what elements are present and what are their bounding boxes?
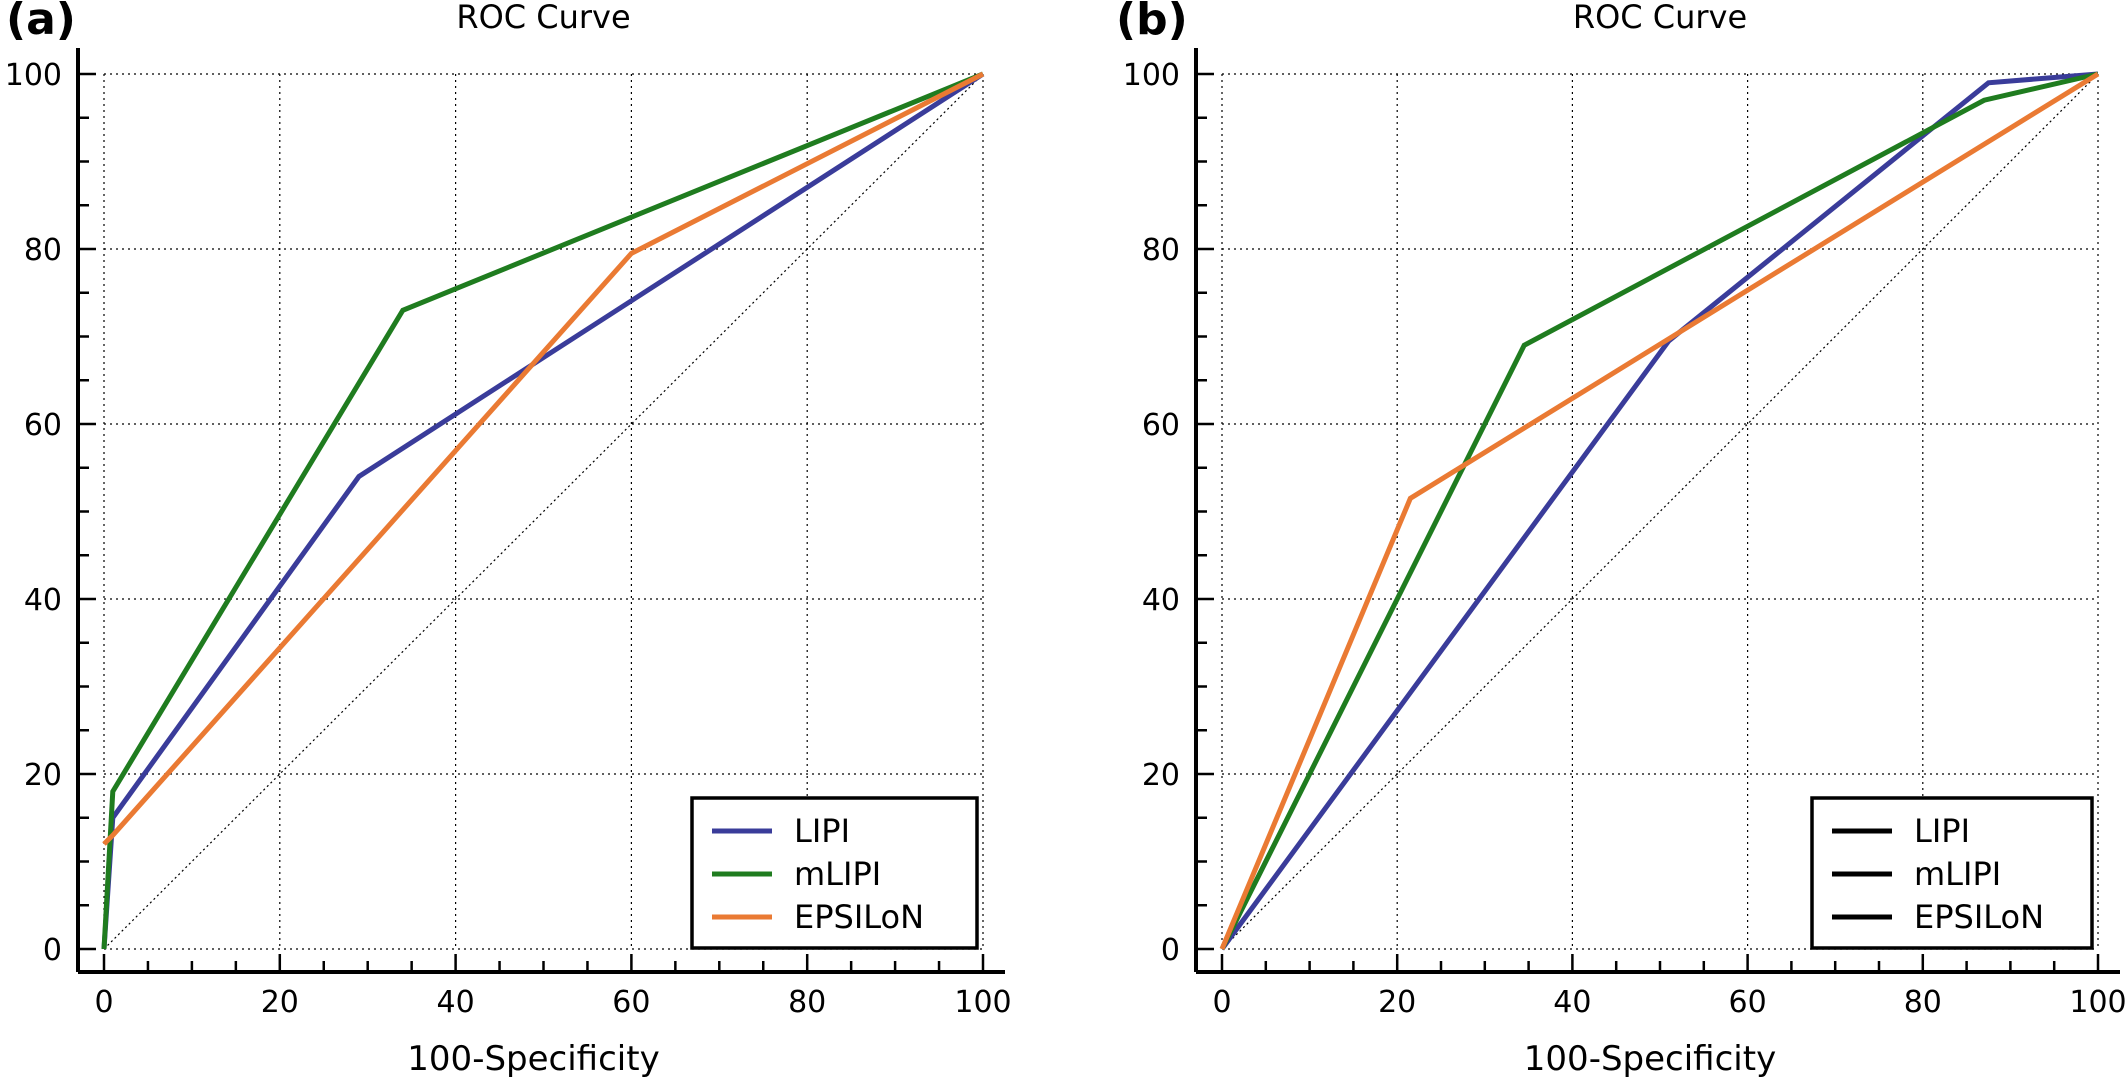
x-tick-label: 60 <box>612 985 650 1020</box>
x-tick-label: 100 <box>954 985 1011 1020</box>
y-tick-label: 40 <box>1142 583 1180 618</box>
x-tick-label: 80 <box>788 985 826 1020</box>
x-tick-label: 100 <box>2069 985 2126 1020</box>
series-line-mlipi <box>1219 71 2099 951</box>
chart-panel-b: (b) ROC Curve 0 20 40 60 80 100 0 20 40 60 80 100 100-… <box>1116 0 2127 1079</box>
legend-label: LIPI <box>1914 812 1970 850</box>
y-tick-label: 20 <box>1142 758 1180 793</box>
x-tick-label: 20 <box>261 985 299 1020</box>
series-line-lipi <box>1219 71 2099 951</box>
chart-panel-a: (a) ROC Curve 0 20 40 60 80 100 0 20 40 60 80 100 100-… <box>5 0 1012 1079</box>
x-tick-label: 40 <box>1553 985 1591 1020</box>
y-tick-label: 80 <box>1142 233 1180 268</box>
y-tick-label: 100 <box>1123 58 1180 93</box>
x-tick-label: 80 <box>1904 985 1942 1020</box>
y-tick-label: 60 <box>1142 408 1180 443</box>
chart-title: ROC Curve <box>456 0 630 36</box>
legend-label: mLIPI <box>794 855 881 893</box>
x-axis-label: 100-Specificity <box>407 1039 659 1079</box>
y-tick-label: 0 <box>1161 933 1180 968</box>
x-tick-label: 0 <box>1212 985 1231 1020</box>
y-tick-label: 60 <box>24 408 62 443</box>
y-tick-label: 0 <box>43 933 62 968</box>
legend-label: mLIPI <box>1914 855 2001 893</box>
x-tick-label: 40 <box>437 985 475 1020</box>
legend-label: EPSILoN <box>794 898 924 936</box>
legend: LIPI mLIPI EPSILoN <box>1810 796 2094 950</box>
legend-label: LIPI <box>794 812 850 850</box>
x-axis-label: 100-Specificity <box>1524 1039 1776 1079</box>
series-line-mlipi <box>101 71 984 950</box>
diagonal-reference-line <box>1221 73 2099 950</box>
legend-label: EPSILoN <box>1914 898 2044 936</box>
x-tick-label: 60 <box>1729 985 1767 1020</box>
y-tick-label: 100 <box>5 58 62 93</box>
diagonal-reference-line <box>103 73 984 950</box>
legend: LIPI mLIPI EPSILoN <box>690 796 979 950</box>
panel-letter: (b) <box>1116 0 1188 45</box>
y-tick-label: 40 <box>24 583 62 618</box>
panel-letter: (a) <box>6 0 76 45</box>
y-tick-label: 80 <box>24 233 62 268</box>
series-line-epsilon <box>1219 71 2100 950</box>
x-tick-label: 0 <box>94 985 113 1020</box>
y-tick-label: 20 <box>24 758 62 793</box>
x-tick-label: 20 <box>1378 985 1416 1020</box>
series-line-epsilon <box>102 71 985 846</box>
chart-title: ROC Curve <box>1573 0 1747 36</box>
